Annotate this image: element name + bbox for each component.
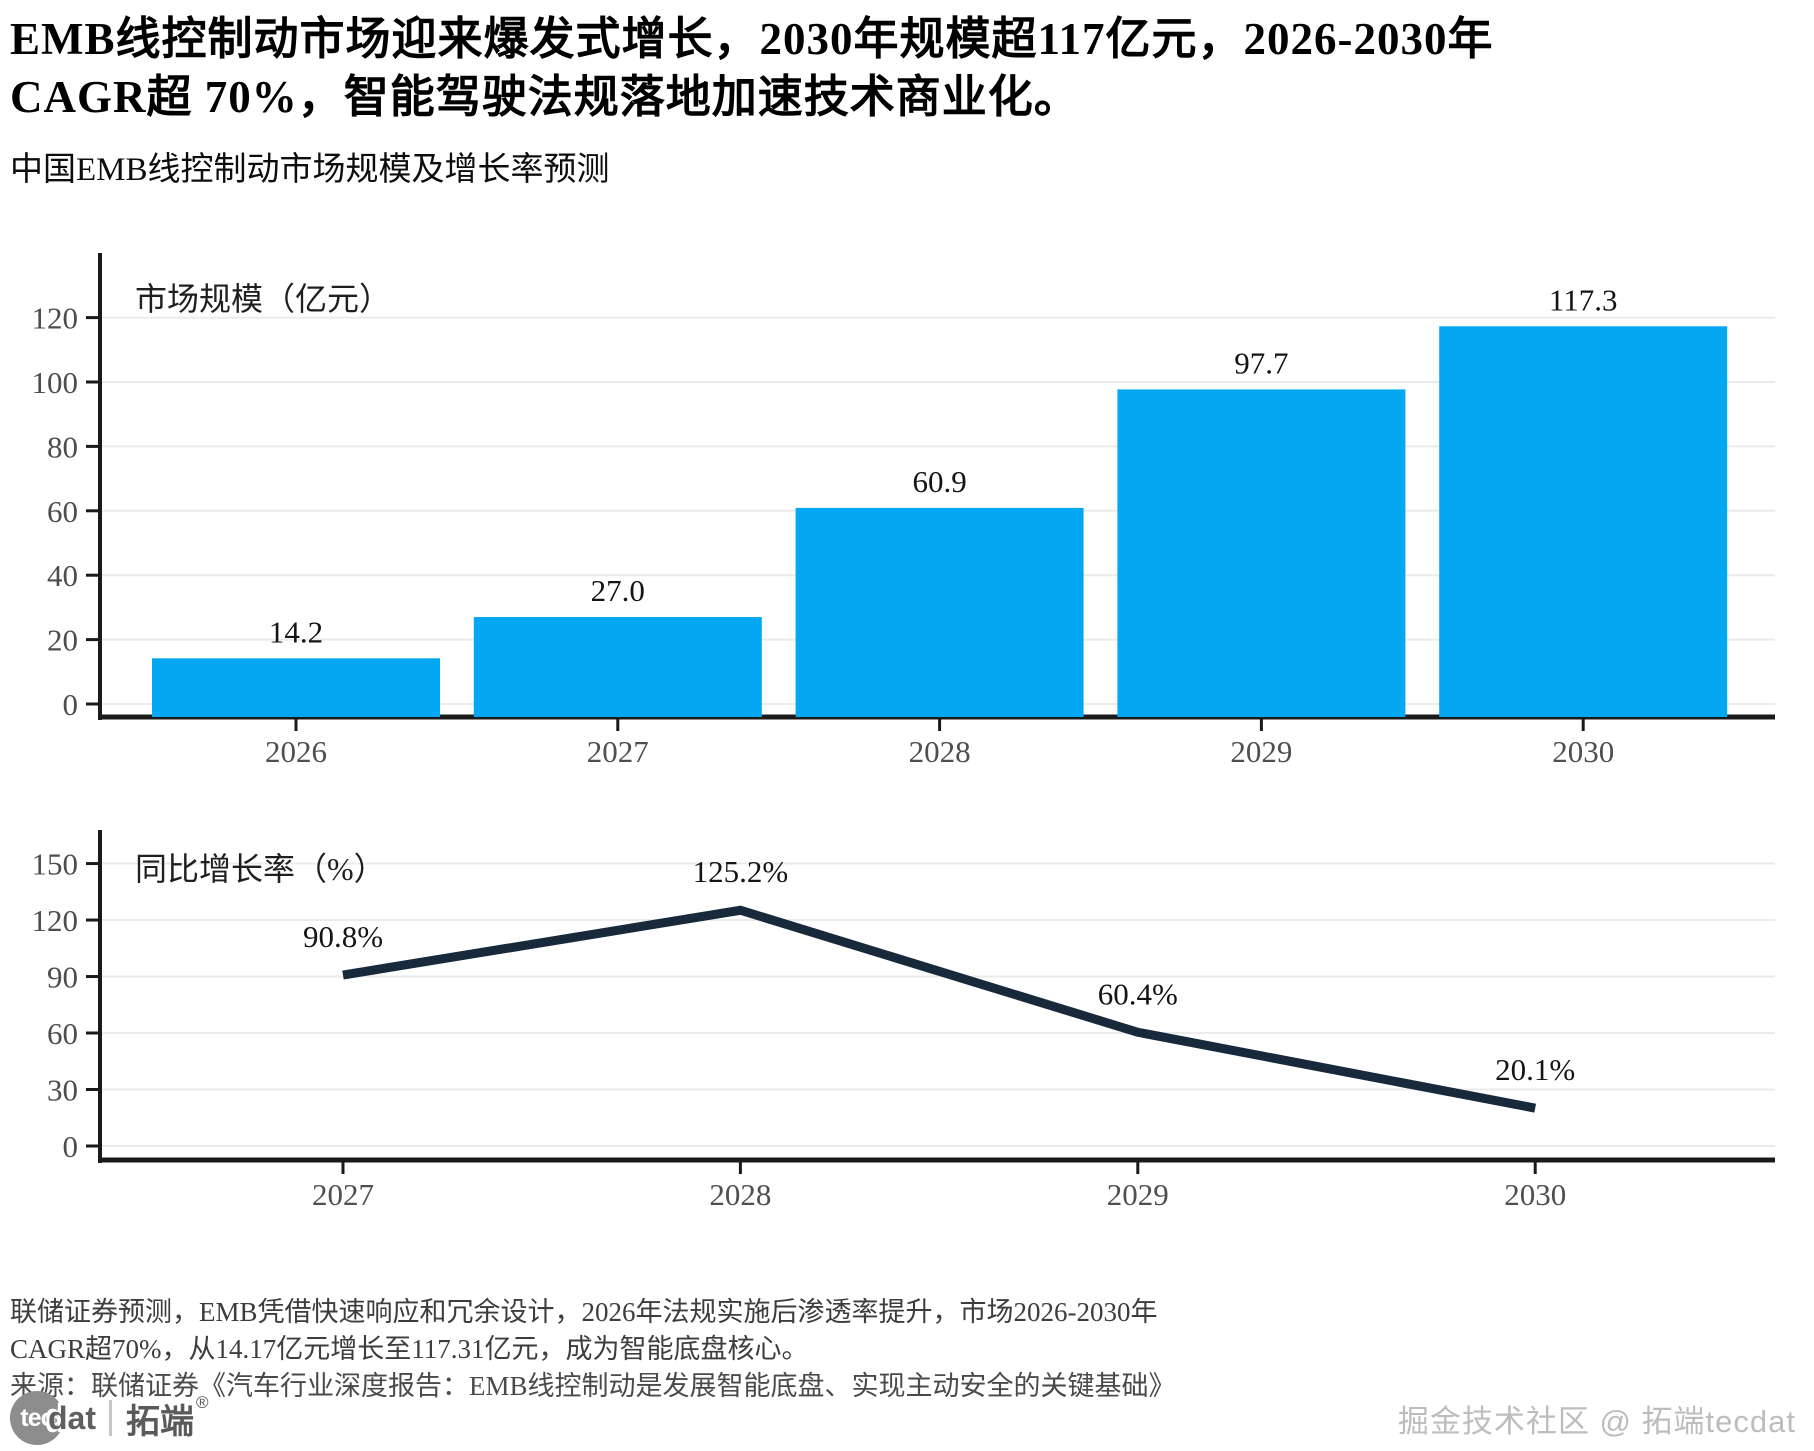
title-line-1: EMB线控制动市场迎来爆发式增长，2030年规模超117亿元，2026-2030… <box>10 14 1494 64</box>
y-tick-label: 30 <box>47 1073 78 1108</box>
chart-inner-title: 市场规模（亿元） <box>135 281 391 317</box>
registered-mark-icon: ® <box>196 1393 209 1412</box>
y-tick-label: 60 <box>47 494 78 529</box>
bar-value-label: 97.7 <box>1234 345 1288 380</box>
source-line: 来源：联储证券《汽车行业深度报告：EMB线控制动是发展智能底盘、实现主动安全的关… <box>10 1371 1176 1401</box>
market-size-bar-chart: 0 20 40 60 80 100 120 2026 2027 2028 2029 2030 市场规模（… <box>32 253 1775 769</box>
bar-value-label: 60.9 <box>912 464 966 499</box>
bar <box>473 617 762 717</box>
bar-value-label: 14.2 <box>269 614 323 649</box>
x-tick-label: 2029 <box>1107 1177 1169 1212</box>
y-tick-label: 20 <box>47 623 78 658</box>
line-value-label: 20.1% <box>1495 1052 1575 1087</box>
y-tick-label: 100 <box>32 365 79 400</box>
y-tick-label: 0 <box>63 687 79 722</box>
x-tick-label: 2026 <box>265 734 327 769</box>
chart-subtitle: 中国EMB线控制动市场规模及增长率预测 <box>10 152 610 188</box>
growth-line <box>342 905 1537 1113</box>
bar <box>795 507 1084 717</box>
logo-dat-text: dat <box>48 1399 96 1436</box>
line-value-label: 60.4% <box>1098 976 1178 1011</box>
bar <box>1439 326 1728 717</box>
y-tick-label: 120 <box>32 301 79 336</box>
growth-rate-line-chart: 0 30 60 90 120 150 2027 2028 2029 2030 同比增长率（%） 90.… <box>32 830 1775 1212</box>
x-tick-label: 2030 <box>1552 734 1614 769</box>
tecdat-logo-circle-icon: tec <box>10 1391 64 1445</box>
bar <box>1117 389 1406 717</box>
x-tick-label: 2027 <box>587 734 649 769</box>
logo-chinese-text: 拓端 <box>126 1402 194 1441</box>
x-tick-label: 2030 <box>1504 1177 1566 1212</box>
footer-notes: 联储证券预测，EMB凭借快速响应和冗余设计，2026年法规实施后渗透率提升，市场… <box>10 1294 1814 1405</box>
bottom-bar: tec dat 拓端 ® 掘金技术社区 @ 拓端tecdat <box>0 1391 1814 1445</box>
tecdat-logo: tec dat 拓端 ® <box>10 1391 209 1445</box>
line-value-label: 90.8% <box>303 919 383 954</box>
x-tick-label: 2027 <box>312 1177 374 1212</box>
community-watermark: 掘金技术社区 @ 拓端tecdat <box>1397 1403 1796 1439</box>
page-title: EMB线控制动市场迎来爆发式增长，2030年规模超117亿元，2026-2030… <box>10 10 1800 126</box>
charts-area: 0 20 40 60 80 100 120 2026 2027 2028 2029 2030 市场规模（… <box>0 212 1814 1242</box>
line-value-label: 125.2% <box>693 854 789 889</box>
x-tick-label: 2029 <box>1230 734 1292 769</box>
y-tick-label: 150 <box>32 847 79 882</box>
y-tick-label: 40 <box>47 558 78 593</box>
footer-note-line-1: 联储证券预测，EMB凭借快速响应和冗余设计，2026年法规实施后渗透率提升，市场… <box>10 1297 1158 1327</box>
chart-inner-title: 同比增长率（%） <box>135 851 386 887</box>
x-tick-label: 2028 <box>909 734 971 769</box>
y-tick-label: 60 <box>47 1016 78 1051</box>
footer-note-line-2: CAGR超70%，从14.17亿元增长至117.31亿元，成为智能底盘核心。 <box>10 1334 809 1364</box>
x-tick-label: 2028 <box>709 1177 771 1212</box>
logo-divider <box>109 1400 112 1436</box>
header: EMB线控制动市场迎来爆发式增长，2030年规模超117亿元，2026-2030… <box>0 0 1814 190</box>
bar-value-label: 27.0 <box>591 573 645 608</box>
y-tick-label: 80 <box>47 429 78 464</box>
title-line-2: CAGR超 70%，智能驾驶法规落地加速技术商业化。 <box>10 72 1080 122</box>
y-tick-label: 0 <box>63 1129 79 1164</box>
y-tick-label: 90 <box>47 960 78 995</box>
logo-tec-text: tec <box>20 1403 54 1432</box>
bar-value-label: 117.3 <box>1549 282 1618 317</box>
y-tick-label: 120 <box>32 903 79 938</box>
bar <box>152 658 440 717</box>
